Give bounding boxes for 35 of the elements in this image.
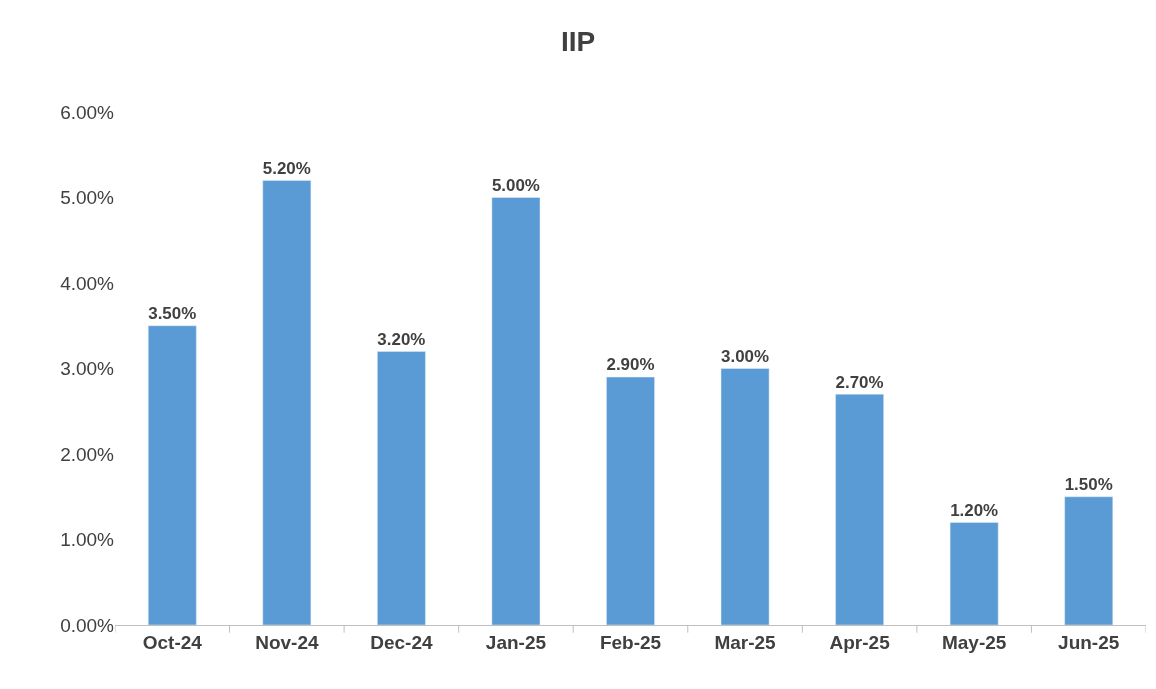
data-label: 2.70% bbox=[835, 372, 884, 392]
bar bbox=[720, 368, 770, 625]
y-tick-label: 3.00% bbox=[60, 358, 115, 380]
y-tick-label: 5.00% bbox=[60, 187, 115, 209]
data-label: 5.20% bbox=[262, 158, 311, 178]
y-tick-label: 1.00% bbox=[60, 529, 115, 551]
chart-title: IIP bbox=[560, 25, 596, 57]
x-tick-label: Dec-24 bbox=[370, 631, 433, 653]
bar bbox=[949, 522, 999, 625]
data-label: 1.50% bbox=[1064, 475, 1113, 495]
x-tick-label: Mar-25 bbox=[714, 631, 777, 653]
data-label: 3.50% bbox=[148, 304, 197, 324]
x-tick-label: Jun-25 bbox=[1058, 631, 1120, 653]
data-label: 5.00% bbox=[491, 175, 540, 195]
y-tick-label: 0.00% bbox=[60, 614, 115, 636]
bar bbox=[606, 376, 655, 625]
x-tick-label: Feb-25 bbox=[599, 631, 662, 653]
y-tick-label: 6.00% bbox=[60, 101, 115, 123]
y-tick-label: 2.00% bbox=[60, 443, 115, 465]
data-label: 3.00% bbox=[721, 346, 769, 366]
y-tick-label: 4.00% bbox=[60, 272, 115, 294]
data-label: 1.20% bbox=[950, 500, 999, 520]
x-tick-label: Oct-24 bbox=[142, 631, 203, 653]
bar bbox=[835, 393, 884, 625]
data-label: 2.90% bbox=[606, 355, 655, 375]
bar bbox=[491, 197, 541, 625]
x-tick-label: Nov-24 bbox=[255, 631, 319, 653]
x-tick-label: Apr-25 bbox=[829, 631, 891, 653]
data-label: 3.20% bbox=[377, 329, 426, 349]
bar bbox=[377, 351, 426, 625]
bar bbox=[1064, 496, 1114, 625]
x-tick-label: Jan-25 bbox=[485, 631, 547, 653]
x-tick-label: May-25 bbox=[941, 631, 1007, 653]
bar bbox=[262, 180, 312, 625]
bar bbox=[147, 325, 197, 625]
